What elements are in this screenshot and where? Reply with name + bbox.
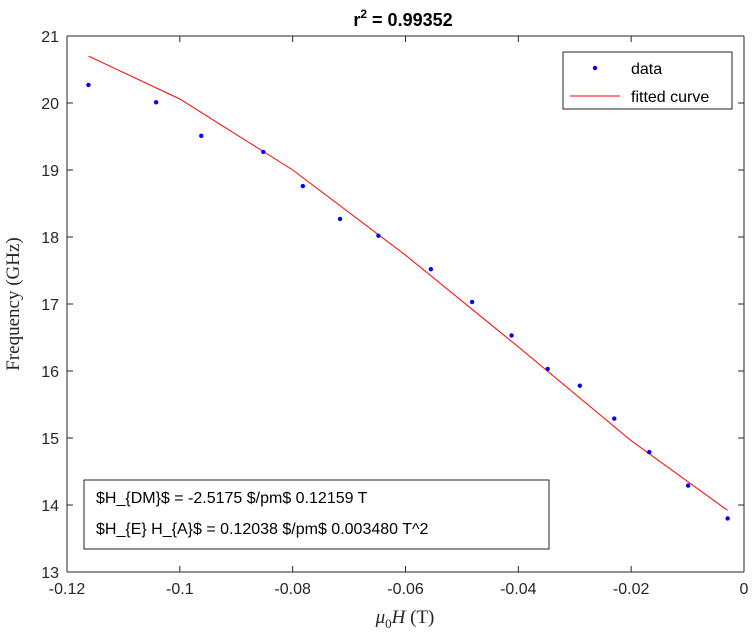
y-tick-label: 20: [41, 96, 59, 113]
data-point: [428, 266, 434, 272]
data-point: [300, 183, 306, 189]
x-tick-label: -0.08: [274, 581, 311, 598]
data-point: [337, 216, 343, 222]
annotation-line-1: $H_{DM}$ = -2.5175 $/pm$ 0.12159 T: [96, 490, 368, 507]
x-axis-label: μ0H (T): [375, 607, 435, 631]
data-point: [376, 233, 381, 238]
y-tick-label: 18: [41, 230, 59, 247]
data-point: [469, 299, 475, 305]
data-point: [725, 516, 730, 521]
legend-box: [562, 51, 733, 110]
y-tick-label: 16: [41, 364, 59, 381]
legend-data-label: data: [631, 61, 662, 78]
x-tick-label: -0.02: [613, 581, 650, 598]
data-point: [153, 100, 159, 105]
y-axis-label: Frequency (GHz): [3, 237, 24, 370]
x-tick-label: -0.1: [166, 581, 194, 598]
legend: data fitted curve: [562, 51, 733, 110]
data-point: [261, 149, 266, 155]
annotation-box: [83, 479, 550, 550]
title-suffix: = 0.99352: [367, 10, 453, 30]
title-prefix: r: [353, 10, 360, 30]
legend-data-marker: [592, 65, 598, 71]
x-axis-label-h: H: [391, 607, 407, 628]
fit-annotation: $H_{DM}$ = -2.5175 $/pm$ 0.12159 T $H_{E…: [83, 479, 550, 550]
data-point: [577, 383, 583, 388]
data-point: [86, 82, 91, 88]
annotation-line-2: $H_{E} H_{A}$ = 0.12038 $/pm$ 0.003480 T…: [96, 521, 428, 538]
x-tick-label: -0.12: [49, 581, 86, 598]
data-point: [612, 416, 617, 421]
x-axis-label-sub: 0: [385, 616, 392, 631]
y-tick-label: 17: [41, 297, 59, 314]
title-superscript: 2: [360, 7, 367, 21]
x-tick-label: 0: [740, 581, 749, 598]
axis-ticks: -0.12 -0.1 -0.08 -0.06 -0.04 -0.02 0 13 14 15 16 17…: [41, 29, 748, 598]
y-tick-label: 21: [41, 29, 59, 46]
x-axis-label-unit: (T): [405, 607, 434, 628]
data-point: [647, 449, 652, 455]
data-point: [545, 366, 550, 372]
legend-fit-label: fitted curve: [631, 89, 709, 106]
data-point: [199, 133, 204, 139]
fitted-curve-line: [88, 55, 728, 511]
y-tick-label: 15: [41, 431, 59, 448]
y-tick-label: 19: [41, 163, 59, 180]
x-tick-label: -0.04: [500, 581, 537, 598]
chart-title: r2 = 0.99352: [353, 7, 452, 30]
chart-marks: [86, 55, 730, 521]
x-tick-label: -0.06: [387, 581, 424, 598]
y-tick-label: 14: [41, 498, 59, 515]
data-point: [685, 483, 691, 488]
y-tick-label: 13: [41, 565, 59, 582]
x-axis-label-mu: μ: [375, 607, 386, 628]
data-point: [509, 333, 514, 338]
